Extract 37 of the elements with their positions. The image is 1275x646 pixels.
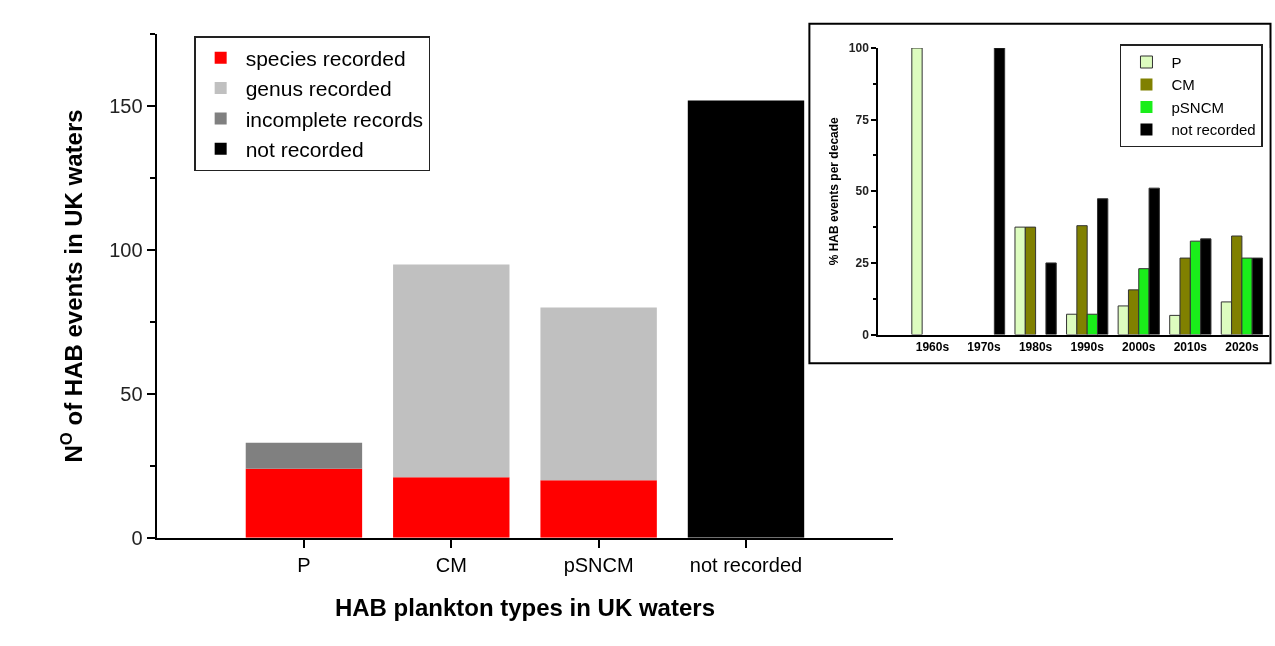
- y-tick-label: 0: [862, 327, 870, 342]
- y-axis-title: % HAB events per decade: [826, 116, 841, 266]
- legend-label: species recorded: [245, 47, 406, 71]
- x-tick-label: 2020s: [1225, 339, 1259, 354]
- y-tick-label: 100: [109, 239, 143, 262]
- y-tick-label: 25: [855, 256, 870, 271]
- y-tick-label: 0: [131, 526, 143, 549]
- y-tick-label: 50: [855, 184, 870, 199]
- x-axis-title: HAB plankton types in UK waters: [334, 594, 715, 622]
- y-tick-label: 50: [120, 382, 143, 405]
- legend-label: not recorded: [1171, 121, 1256, 139]
- y-tick-label: 75: [855, 112, 870, 127]
- legend-label: incomplete records: [245, 107, 424, 131]
- x-tick-label: pSNCM: [563, 553, 634, 576]
- x-tick-label: 2010s: [1173, 339, 1208, 354]
- x-tick-label: 1960s: [915, 339, 950, 354]
- x-tick-label: 2000s: [1122, 339, 1156, 354]
- legend-label: not recorded: [245, 137, 364, 161]
- legend-label: pSNCM: [1171, 98, 1224, 116]
- bar: [540, 480, 657, 538]
- bar: [393, 477, 510, 538]
- x-tick-label: 1990s: [1070, 339, 1105, 354]
- x-tick-label: 1970s: [967, 339, 1002, 354]
- bar: [245, 442, 363, 469]
- bar: [393, 264, 510, 478]
- x-tick-label: P: [297, 553, 311, 576]
- legend-label: CM: [1171, 76, 1195, 94]
- x-tick-label: CM: [435, 553, 467, 576]
- bar: [245, 468, 363, 538]
- y-tick-label: 150: [109, 95, 143, 118]
- legend-label: genus recorded: [245, 77, 392, 101]
- x-tick-label: not recorded: [689, 553, 803, 576]
- y-tick-label: 100: [848, 41, 870, 56]
- x-tick-label: 1980s: [1018, 339, 1053, 354]
- bar: [540, 307, 657, 481]
- legend-label: P: [1171, 53, 1182, 71]
- bar: [911, 48, 923, 335]
